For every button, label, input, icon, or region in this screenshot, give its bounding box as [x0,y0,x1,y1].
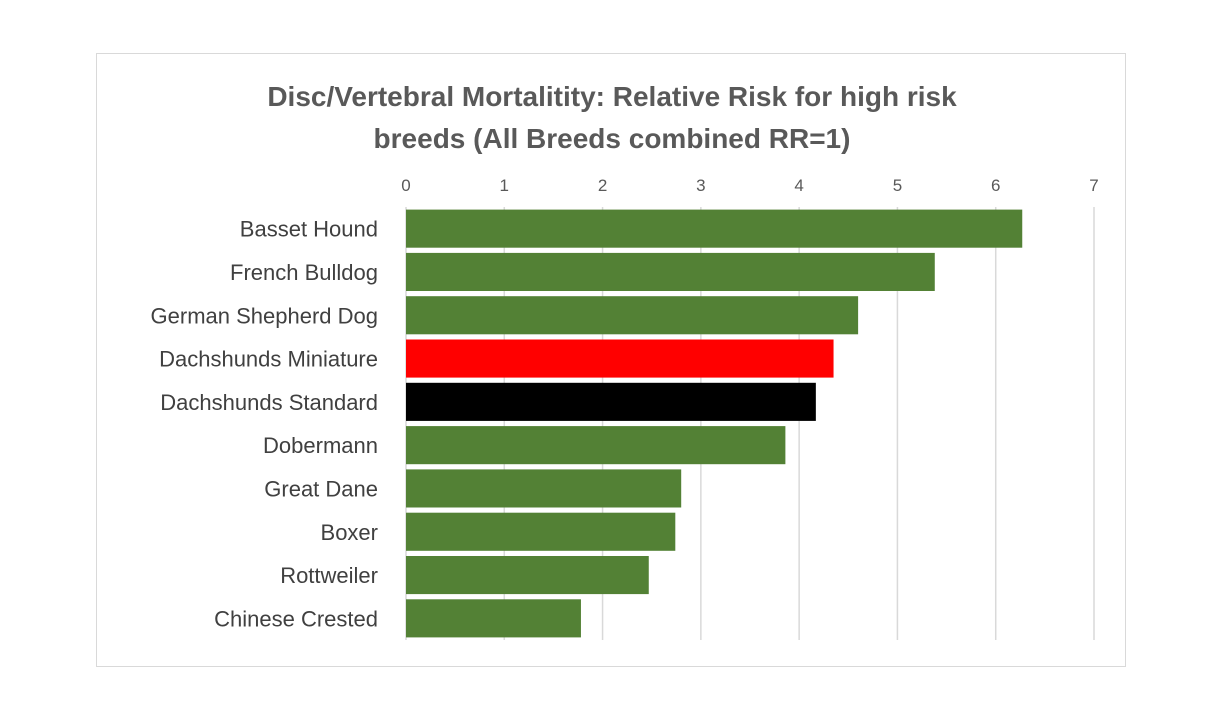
bar-german-shepherd-dog [406,296,859,335]
x-tick-label: 1 [500,176,509,195]
x-tick-label: 2 [598,176,607,195]
x-tick-label: 7 [1089,176,1098,195]
bar-french-bulldog [406,252,935,292]
category-label: Boxer [321,520,378,545]
bar-rottweiler [406,555,649,595]
category-label: Great Dane [264,476,378,501]
x-tick-label: 0 [401,176,410,195]
bar-dachshunds-standard [406,382,816,421]
chart-title-line-2: breeds (All Breeds combined RR=1) [373,123,851,154]
category-label: Dachshunds Standard [160,390,378,415]
bars [406,209,1023,638]
bar-chinese-crested [406,599,581,638]
x-tick-label: 3 [696,176,705,195]
category-label: Dobermann [263,433,378,458]
category-label: Basset Hound [240,217,378,242]
category-labels: Basset Hound French Bulldog German Shepher… [151,217,378,632]
x-tick-label: 5 [893,176,902,195]
bar-great-dane [406,469,682,508]
category-label: Chinese Crested [214,606,378,631]
chart-title: Disc/Vertebral Mortalitity: Relative Ris… [0,76,1224,160]
category-label: French Bulldog [230,260,378,285]
chart-title-line-1: Disc/Vertebral Mortalitity: Relative Ris… [267,81,957,112]
x-tick-labels: 0 1 2 3 4 5 6 7 [401,176,1098,195]
bar-basset-hound [406,209,1023,248]
x-tick-label: 4 [794,176,803,195]
category-label: Dachshunds Miniature [159,347,378,372]
x-tick-label: 6 [991,176,1000,195]
bar-dobermann [406,426,786,465]
bar-dachshunds-miniature [406,339,834,378]
category-label: German Shepherd Dog [151,303,378,328]
category-label: Rottweiler [280,563,378,588]
bar-boxer [406,512,676,551]
